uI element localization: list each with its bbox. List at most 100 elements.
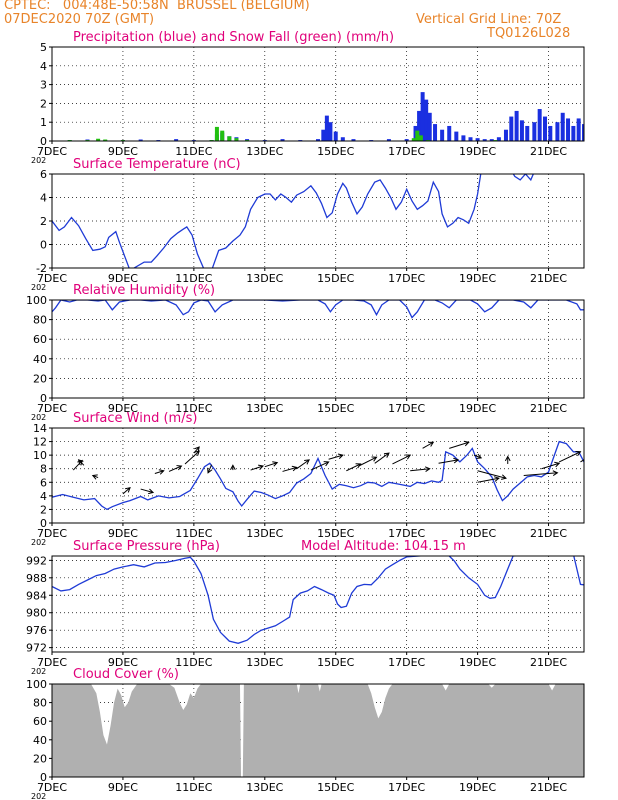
precip-bar — [496, 137, 501, 141]
snow-bar — [227, 136, 232, 141]
year-label: 202 — [31, 792, 46, 800]
x-tick-label: 11DEC — [175, 145, 212, 158]
snow-bar — [411, 138, 416, 141]
precip-bar — [328, 122, 333, 141]
y-tick-label: 2 — [40, 97, 47, 110]
year-label: 202 — [31, 156, 46, 165]
precip-bar — [576, 118, 581, 141]
precip-bar — [489, 139, 494, 141]
x-tick-label: 7DEC — [37, 145, 67, 158]
precip-bar — [427, 112, 432, 141]
snow-bar — [415, 130, 420, 141]
wind-arrow — [477, 470, 507, 480]
precip-bar — [324, 115, 329, 141]
x-tick-label: 21DEC — [530, 781, 567, 794]
precip-bar — [420, 92, 425, 141]
precip-bar — [461, 135, 466, 141]
panel-title: Surface Pressure (hPa) — [73, 539, 220, 554]
wind-arrow — [410, 466, 431, 472]
y-tick-label: 980 — [26, 607, 47, 620]
x-tick-label: 21DEC — [530, 656, 567, 669]
x-tick-label: 13DEC — [246, 272, 283, 285]
y-tick-label: 2 — [40, 503, 47, 516]
x-tick-label: 13DEC — [246, 145, 283, 158]
panel-title: Surface Temperature (nC) — [73, 157, 241, 172]
year-label: 202 — [31, 667, 46, 676]
y-tick-label: 4 — [40, 192, 47, 205]
wind-arrow — [230, 464, 236, 471]
run-date: 07DEC2020 70Z (GMT) — [4, 12, 155, 27]
precip-bar — [174, 139, 179, 141]
y-tick-label: 6 — [40, 168, 47, 181]
snow-bar — [96, 138, 101, 141]
x-tick-label: 15DEC — [317, 656, 354, 669]
precip-bar — [542, 116, 547, 141]
wind-arrow — [504, 455, 511, 464]
precip-bar — [532, 122, 537, 141]
wind-line — [52, 440, 584, 511]
y-tick-label: 12 — [33, 436, 47, 449]
precip-bar — [440, 129, 445, 141]
panel-pres: 972 976 980 984 988 992 7DEC 9DEC 11DEC 13DEC 15DE… — [26, 539, 585, 676]
x-tick-label: 7DEC — [37, 402, 67, 415]
year-label: 202 — [31, 538, 46, 547]
y-tick-label: 40 — [33, 734, 47, 747]
cloud-cover-area — [52, 684, 584, 777]
precip-bar — [433, 124, 438, 141]
panel-frame — [51, 683, 585, 778]
panel-temp: -2 0 2 4 6 7DEC 9DEC 11DEC 13DEC 15DEC 17DEC 19DEC 2… — [31, 157, 585, 292]
x-tick-label: 11DEC — [175, 527, 212, 540]
precip-bar — [333, 131, 338, 141]
precip-bar — [316, 139, 320, 141]
wind-arrow — [422, 441, 435, 449]
wind-arrow — [392, 454, 412, 465]
x-tick-label: 13DEC — [246, 781, 283, 794]
x-tick-label: 13DEC — [246, 656, 283, 669]
x-tick-label: 19DEC — [459, 272, 496, 285]
x-tick-label: 11DEC — [175, 781, 212, 794]
y-tick-label: 1 — [40, 116, 47, 129]
x-tick-label: 15DEC — [317, 402, 354, 415]
x-tick-label: 9DEC — [108, 781, 138, 794]
snow-bar — [418, 135, 423, 141]
wind-arrow — [282, 465, 298, 472]
precip-bar — [555, 122, 560, 141]
x-tick-label: 17DEC — [388, 145, 425, 158]
x-tick-label: 11DEC — [175, 402, 212, 415]
precip-bar — [571, 125, 576, 141]
wind-arrow — [473, 453, 483, 460]
wind-arrow — [449, 440, 470, 449]
y-tick-label: 20 — [33, 372, 47, 385]
wind-arrow — [374, 452, 390, 464]
y-tick-label: 976 — [26, 624, 47, 637]
precip-bar — [280, 139, 285, 141]
x-tick-label: 9DEC — [108, 527, 138, 540]
y-tick-label: 3 — [40, 79, 47, 92]
y-tick-label: 14 — [33, 422, 47, 435]
wind-arrow — [541, 461, 561, 470]
precip-bar — [340, 137, 345, 141]
x-tick-label: 19DEC — [459, 527, 496, 540]
precip-bar — [525, 125, 530, 141]
y-tick-label: 60 — [33, 715, 47, 728]
wind-arrow — [558, 450, 582, 463]
snow-bar — [234, 138, 239, 141]
panel-cloud: 0 20 40 60 80 100 7DEC 9DEC 11DEC 13DEC 15DEC 17DEC… — [26, 667, 585, 800]
year-label: 202 — [31, 413, 46, 422]
y-tick-label: 40 — [33, 353, 47, 366]
x-tick-label: 19DEC — [459, 145, 496, 158]
precip-bar — [447, 125, 452, 141]
wind-arrow — [193, 446, 200, 454]
station-header: CPTEC: 004:48E-50:58N BRUSSEL (BELGIUM) — [4, 0, 310, 13]
y-tick-label: 2 — [40, 215, 47, 228]
wind-arrow — [264, 461, 279, 468]
panel-frame — [51, 46, 585, 142]
year-label: 202 — [31, 283, 46, 292]
panel-title: Surface Wind (m/s) — [73, 411, 197, 426]
precip-bar — [582, 124, 584, 141]
snow-bar — [214, 126, 219, 141]
precip-bar — [482, 139, 487, 141]
x-tick-label: 17DEC — [388, 272, 425, 285]
